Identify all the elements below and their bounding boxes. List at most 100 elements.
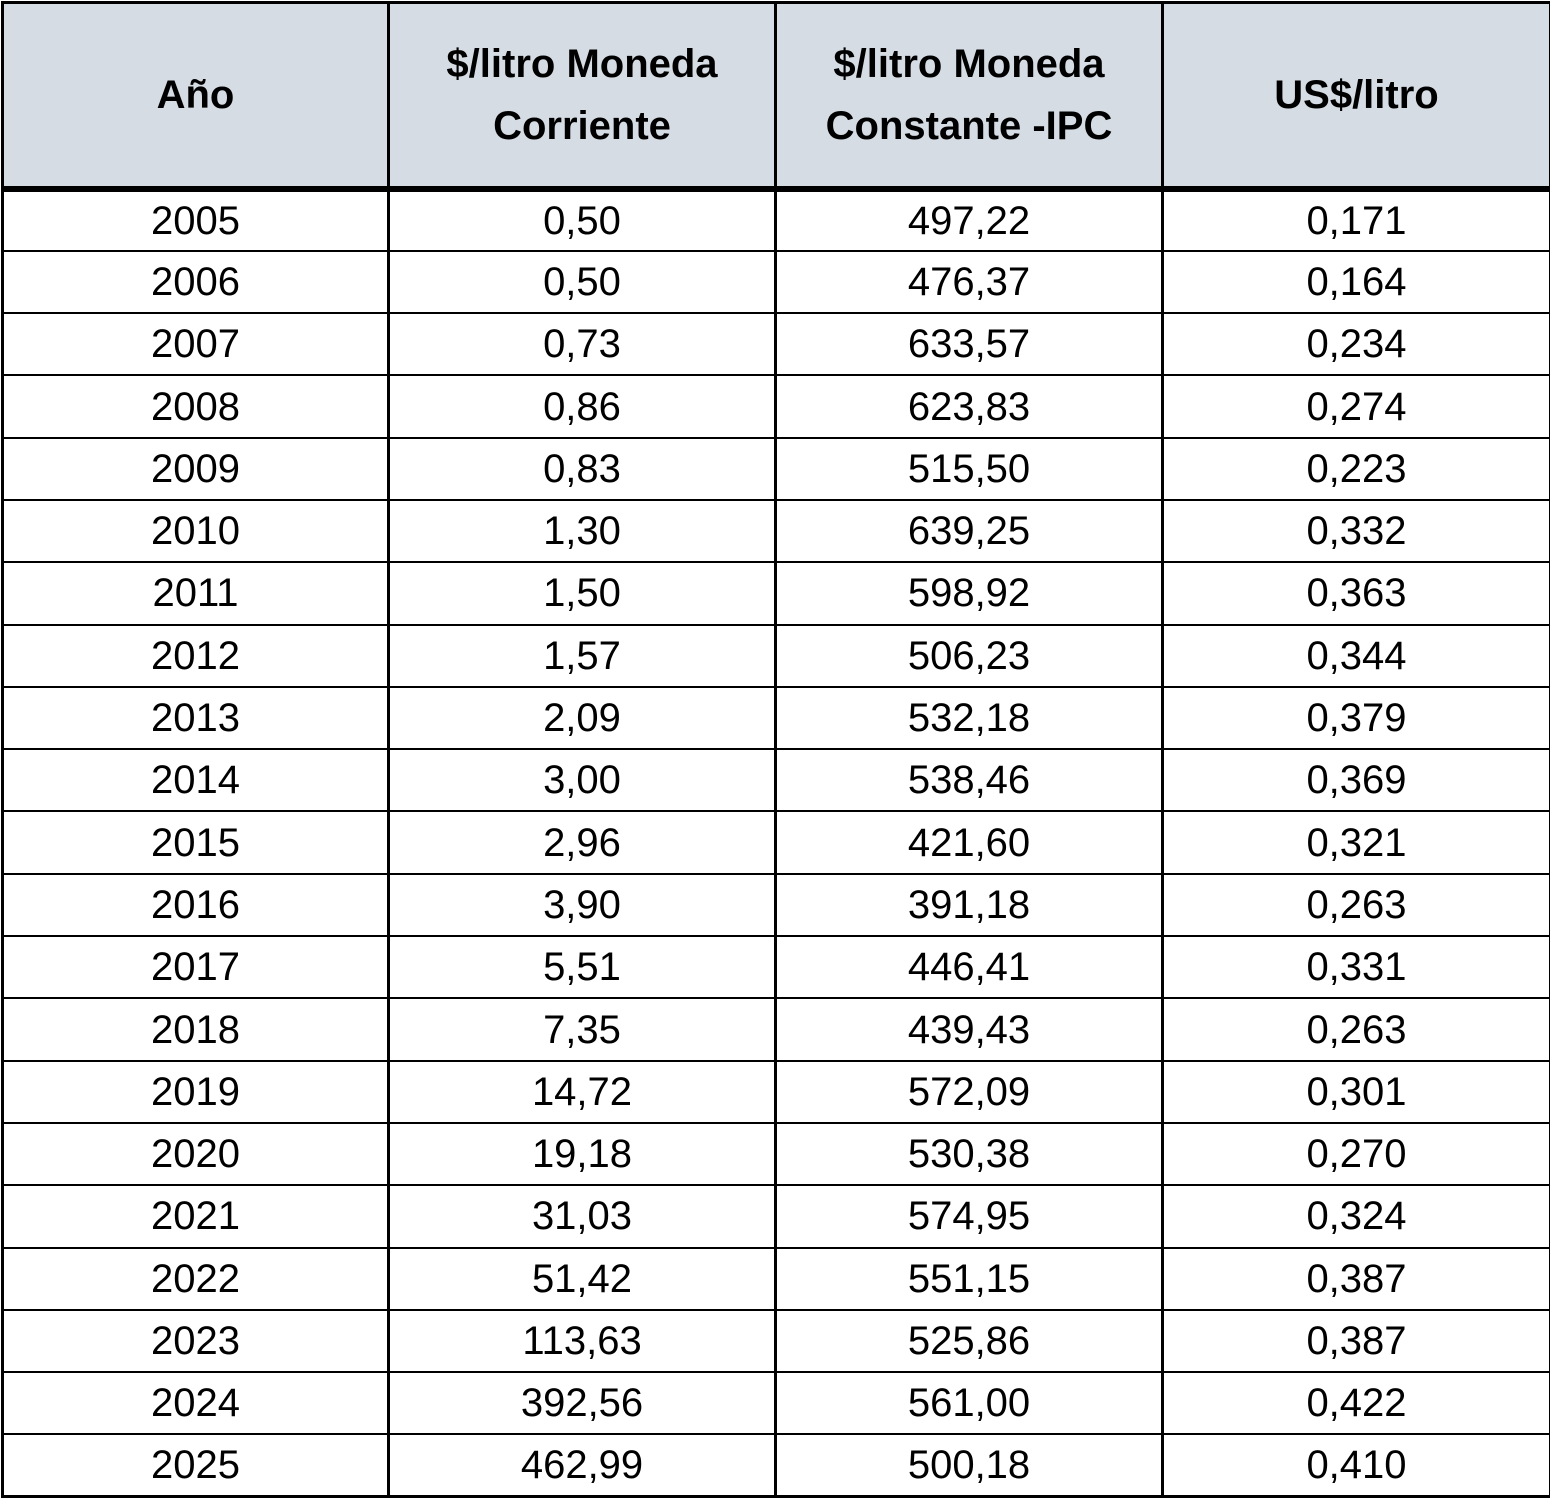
cell-constant-price: 639,25 [774,498,1164,564]
cell-year: 2015 [1,810,390,875]
table-row: 2018 7,35 439,43 0,263 [1,997,1550,1062]
cell-constant-price: 598,92 [774,561,1164,626]
cell-usd-price: 0,332 [1161,498,1550,564]
table-row: 2010 1,30 639,25 0,332 [1,498,1550,564]
cell-usd-price: 0,422 [1161,1371,1550,1436]
header-usd-price: US$/litro [1161,1,1550,192]
cell-usd-price: 0,331 [1161,935,1550,1000]
cell-usd-price: 0,223 [1161,436,1550,501]
cell-constant-price: 439,43 [774,997,1164,1062]
cell-usd-price: 0,234 [1161,312,1550,377]
cell-current-price: 0,73 [387,312,777,377]
table-row: 2025 462,99 500,18 0,410 [1,1433,1550,1499]
cell-constant-price: 532,18 [774,685,1164,751]
cell-year: 2012 [1,623,390,688]
cell-year: 2016 [1,872,390,938]
cell-usd-price: 0,369 [1161,748,1550,813]
cell-usd-price: 0,344 [1161,623,1550,688]
table-row: 2008 0,86 623,83 0,274 [1,374,1550,439]
cell-constant-price: 633,57 [774,312,1164,377]
cell-year: 2018 [1,997,390,1062]
cell-constant-price: 623,83 [774,374,1164,439]
cell-year: 2005 [1,187,390,252]
cell-current-price: 2,96 [387,810,777,875]
cell-usd-price: 0,387 [1161,1246,1550,1311]
cell-current-price: 1,30 [387,498,777,564]
cell-current-price: 0,50 [387,249,777,315]
table-row: 2016 3,90 391,18 0,263 [1,872,1550,938]
cell-year: 2025 [1,1433,390,1499]
cell-constant-price: 551,15 [774,1246,1164,1311]
cell-constant-price: 506,23 [774,623,1164,688]
header-text: Constante -IPC [825,103,1113,148]
cell-constant-price: 446,41 [774,935,1164,1000]
header-text: $/litro Moneda [833,41,1105,86]
cell-usd-price: 0,379 [1161,685,1550,751]
cell-year: 2014 [1,748,390,813]
table-row: 2007 0,73 633,57 0,234 [1,312,1550,377]
table-row: 2024 392,56 561,00 0,422 [1,1371,1550,1436]
table-row: 2023 113,63 525,86 0,387 [1,1308,1550,1374]
table-row: 2019 14,72 572,09 0,301 [1,1059,1550,1124]
header-constant-price: $/litro Moneda Constante -IPC [774,1,1164,192]
cell-constant-price: 574,95 [774,1184,1164,1249]
cell-current-price: 0,86 [387,374,777,439]
cell-current-price: 392,56 [387,1371,777,1436]
cell-constant-price: 515,50 [774,436,1164,501]
cell-year: 2021 [1,1184,390,1249]
cell-constant-price: 561,00 [774,1371,1164,1436]
cell-constant-price: 421,60 [774,810,1164,875]
cell-current-price: 5,51 [387,935,777,1000]
table-header: Año $/litro Moneda Corriente $/litro Moneda… [1,1,1550,192]
cell-year: 2023 [1,1308,390,1374]
table-row: 2013 2,09 532,18 0,379 [1,685,1550,751]
cell-constant-price: 538,46 [774,748,1164,813]
header-text: US$/litro [1274,72,1439,117]
cell-usd-price: 0,171 [1161,187,1550,252]
header-current-price: $/litro Moneda Corriente [387,1,777,192]
cell-current-price: 0,50 [387,187,777,252]
cell-constant-price: 497,22 [774,187,1164,252]
header-text: $/litro Moneda [446,41,718,86]
cell-year: 2019 [1,1059,390,1124]
cell-constant-price: 391,18 [774,872,1164,938]
cell-usd-price: 0,263 [1161,872,1550,938]
table-row: 2005 0,50 497,22 0,171 [1,187,1550,252]
cell-constant-price: 530,38 [774,1121,1164,1187]
table-row: 2015 2,96 421,60 0,321 [1,810,1550,875]
cell-constant-price: 572,09 [774,1059,1164,1124]
table-row: 2014 3,00 538,46 0,369 [1,748,1550,813]
cell-current-price: 0,83 [387,436,777,501]
table-row: 2017 5,51 446,41 0,331 [1,935,1550,1000]
cell-usd-price: 0,410 [1161,1433,1550,1499]
cell-current-price: 19,18 [387,1121,777,1187]
cell-current-price: 31,03 [387,1184,777,1249]
table-row: 2012 1,57 506,23 0,344 [1,623,1550,688]
table-body: 2005 0,50 497,22 0,171 2006 0,50 476,37 0,164 20… [1,187,1550,1499]
cell-current-price: 2,09 [387,685,777,751]
cell-year: 2008 [1,374,390,439]
cell-year: 2007 [1,312,390,377]
cell-usd-price: 0,363 [1161,561,1550,626]
cell-usd-price: 0,270 [1161,1121,1550,1187]
cell-usd-price: 0,164 [1161,249,1550,315]
cell-year: 2013 [1,685,390,751]
cell-usd-price: 0,301 [1161,1059,1550,1124]
cell-usd-price: 0,321 [1161,810,1550,875]
cell-current-price: 7,35 [387,997,777,1062]
cell-current-price: 51,42 [387,1246,777,1311]
cell-current-price: 1,57 [387,623,777,688]
cell-current-price: 3,00 [387,748,777,813]
table-row: 2022 51,42 551,15 0,387 [1,1246,1550,1311]
cell-current-price: 462,99 [387,1433,777,1499]
cell-current-price: 1,50 [387,561,777,626]
cell-current-price: 113,63 [387,1308,777,1374]
cell-year: 2011 [1,561,390,626]
cell-current-price: 3,90 [387,872,777,938]
header-text: Corriente [493,103,671,148]
header-text: Año [156,72,235,117]
table-row: 2021 31,03 574,95 0,324 [1,1184,1550,1249]
cell-constant-price: 500,18 [774,1433,1164,1499]
